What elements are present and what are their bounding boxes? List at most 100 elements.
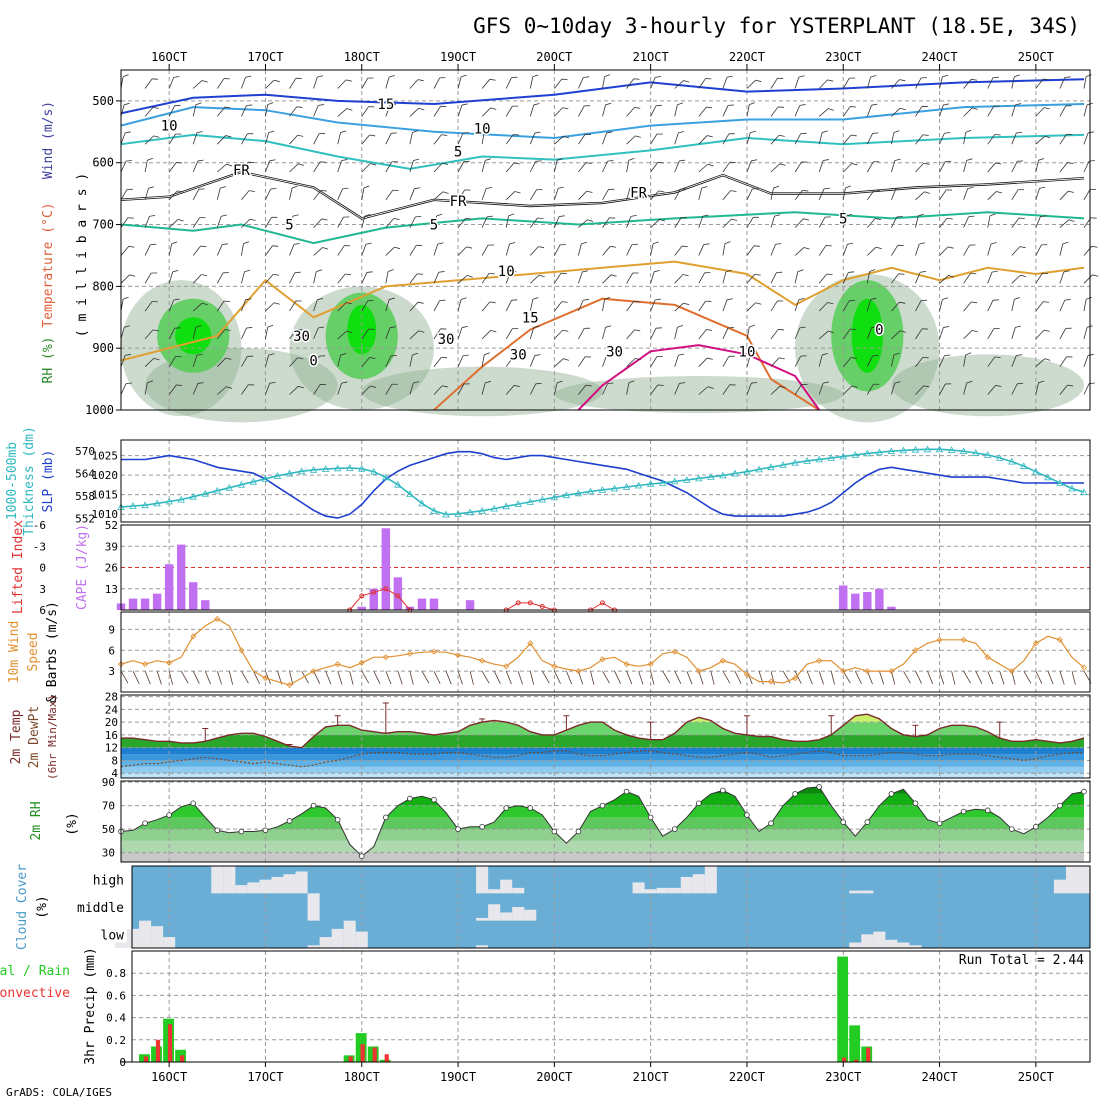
surface-barb-shaft [1023,670,1032,684]
wind-barb-flag [874,189,881,192]
wind-barb-shaft [216,78,225,89]
wind-barb-shaft [337,302,347,312]
wind-barb-flag [1064,299,1071,301]
surface-barb-shaft [325,670,332,685]
wind-barb-shaft [481,188,487,200]
surface-barb-shaft [854,670,862,684]
rh-point [262,827,269,834]
wind-barb-shaft [674,245,683,256]
surface-barb-shaft [879,670,885,685]
wind-barb-shaft [674,160,680,173]
high-cloud-cell [644,889,657,894]
wind-barb-flag [900,330,906,333]
surface-barb-shaft [758,670,764,685]
thickness-tick: 552 [75,512,95,525]
rh-point [1081,788,1087,795]
wind-barb-shaft [818,302,828,312]
wind-barb-flag [387,269,394,272]
wind-barb-flag [678,353,685,356]
precip-convective-bar [360,1044,365,1062]
thickness-axis-label: 1000-500mb [5,442,20,520]
wind-barb [578,270,589,284]
wind-barb [722,384,736,395]
run-total-label: Run Total = 2.44 [959,953,1084,968]
wind-barb-flag [656,356,663,358]
wind-barb [217,135,232,145]
wind-barb-flag [658,190,665,193]
surface-barb-shaft [734,670,742,684]
wind-speed-marker [214,615,221,623]
wind-barb-flag [924,191,931,194]
surface-barb-shaft [204,670,211,685]
wind-barb-shaft [433,300,440,312]
wind-barb [770,185,780,200]
wind-barb-shaft [505,191,516,201]
temperature-contour [120,78,1085,115]
surface-barb-shaft [951,671,956,685]
wind-barb-shaft [457,133,464,145]
wind-barb [1035,78,1050,89]
wind-barb-flag [223,78,230,80]
wind-barb [265,302,280,312]
wind-barb [168,356,182,367]
wind-barb-shaft [481,79,491,89]
wind-barb-flag [489,78,496,81]
wind-barb-flag [773,185,780,189]
wind-barb [746,353,757,367]
surface-barb-shaft [493,670,501,684]
wind-barb [626,243,638,256]
wind-barb-flag [825,245,832,247]
thickness-marker [695,474,703,482]
wind-barb-shaft [241,77,246,89]
wind-barb-flag [346,108,353,111]
wind-barb [481,301,496,312]
wind-barb [866,297,877,312]
temp-line [121,713,1085,749]
wind-barb-shaft [144,78,153,89]
surface-barb-shaft [241,670,249,684]
wind-barb [529,131,541,145]
wind-barb-flag [799,104,806,106]
wind-barb-shaft [241,271,245,284]
wind-barb-shaft [698,357,708,367]
wind-barb-shaft [1059,243,1064,256]
wind-barb-shaft [265,104,269,117]
wind-barb-shaft [674,274,684,284]
wind-barb-flag [391,355,397,357]
wind-barb [337,130,347,145]
wind-barb-shaft [120,327,125,340]
lifted-index-point [359,593,365,599]
wind-barb-shaft [433,328,441,340]
wind-barb-shaft [1011,76,1015,89]
wind-barb-shaft [866,105,872,117]
surface-wind-barb [554,670,561,684]
wind-barb-shaft [409,245,417,256]
wind-barb [915,242,925,256]
wind-barb-flag [244,269,251,273]
wind-barb-shaft [770,272,777,284]
wind-barb-flag [798,297,805,301]
surface-wind-barb [915,670,922,684]
high-cloud-cell [656,887,669,894]
wind-barb [361,242,372,256]
wind-barb-shaft [1035,382,1039,395]
temp-frame [120,694,1091,779]
wind-barb-shaft [722,218,732,228]
wind10m-frame [120,611,1091,693]
cloud-row-label: middle [77,901,124,916]
high-cloud-cell [271,876,284,894]
wind-barb [409,273,423,284]
wind-barb-shaft [674,327,678,339]
wind-barb-shaft [698,78,706,89]
wind-barb [698,300,712,312]
wind-barb-shaft [529,132,536,145]
cape-bar [381,528,391,610]
wind-barb-shaft [313,299,318,312]
wind-barb [120,188,133,201]
wind-barb [505,242,516,256]
wind-barb-shaft [385,133,392,145]
rh-point [912,800,919,807]
wind-barb [1035,301,1050,312]
wind-barb-flag [1088,131,1094,134]
wind-barb-shaft [265,245,273,256]
